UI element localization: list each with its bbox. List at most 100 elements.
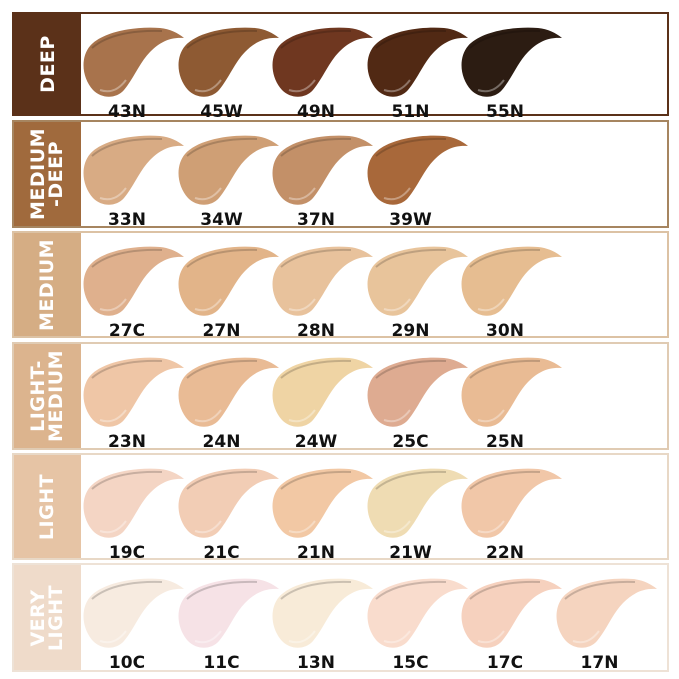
shade-swatch[interactable]: 11C bbox=[173, 575, 281, 673]
group-label-text: LIGHT- MEDIUM bbox=[27, 349, 68, 443]
shade-code: 15C bbox=[392, 653, 429, 673]
shade-code: 25C bbox=[392, 432, 429, 452]
shade-code: 21N bbox=[297, 543, 335, 563]
shade-swatch[interactable]: 24N bbox=[173, 354, 281, 452]
swatch-smear bbox=[83, 357, 184, 427]
shade-swatch[interactable]: 43N bbox=[78, 24, 186, 122]
swatch-smear bbox=[461, 468, 562, 538]
shade-swatch[interactable]: 17C bbox=[456, 575, 564, 673]
group-label: LIGHT- MEDIUM bbox=[14, 344, 81, 448]
swatch-smear bbox=[461, 357, 562, 427]
shade-code: 24W bbox=[294, 432, 338, 452]
shade-swatch[interactable]: 23N bbox=[78, 354, 186, 452]
shade-code: 30N bbox=[486, 321, 524, 341]
shade-swatch[interactable]: 29N bbox=[362, 243, 470, 341]
shade-swatch[interactable]: 19C bbox=[78, 465, 186, 563]
group-label-text: LIGHT bbox=[36, 473, 59, 540]
shade-swatch[interactable]: 17N bbox=[551, 575, 659, 673]
shade-swatch[interactable]: 45W bbox=[173, 24, 281, 122]
shade-code: 17N bbox=[580, 653, 619, 673]
swatch-smear bbox=[461, 578, 562, 648]
swatch-smear bbox=[83, 468, 184, 538]
shade-swatch[interactable]: 37N bbox=[267, 132, 375, 230]
shade-code: 13N bbox=[297, 653, 335, 673]
shade-swatch[interactable]: 21C bbox=[173, 465, 281, 563]
group-label: VERY LIGHT bbox=[14, 565, 81, 670]
shade-code: 21W bbox=[389, 543, 432, 563]
shade-swatch[interactable]: 24W bbox=[267, 354, 375, 452]
group-label: MEDIUM bbox=[14, 233, 81, 336]
shade-code: 25N bbox=[486, 432, 524, 452]
swatch-smear bbox=[178, 27, 279, 97]
shade-swatch[interactable]: 21N bbox=[267, 465, 375, 563]
shade-swatch[interactable]: 28N bbox=[267, 243, 375, 341]
swatch-smear bbox=[83, 578, 184, 648]
shade-code: 55N bbox=[486, 102, 524, 122]
swatch-smear bbox=[367, 468, 468, 538]
shade-code: 39W bbox=[389, 210, 432, 230]
shade-swatch[interactable]: 25C bbox=[362, 354, 470, 452]
shade-code: 49N bbox=[297, 102, 335, 122]
shade-code: 33N bbox=[108, 210, 146, 230]
shade-group-row: DEEP 43N 45W 49N 51N 55N bbox=[12, 12, 669, 122]
shade-swatch[interactable]: 30N bbox=[456, 243, 564, 341]
swatch-smear bbox=[461, 27, 562, 97]
shade-code: 27N bbox=[202, 321, 241, 341]
shade-group-row: VERY LIGHT 10C 11C 13N 15C 17C 17N bbox=[12, 563, 669, 673]
shade-code: 10C bbox=[108, 653, 146, 673]
swatch-smear bbox=[83, 246, 184, 316]
shade-swatch[interactable]: 15C bbox=[362, 575, 470, 673]
swatch-smear bbox=[83, 135, 184, 205]
swatch-smear bbox=[556, 578, 657, 648]
swatch-smear bbox=[272, 246, 373, 316]
swatch-smear bbox=[178, 468, 279, 538]
shade-swatch[interactable]: 55N bbox=[456, 24, 564, 122]
shade-swatch[interactable]: 10C bbox=[78, 575, 186, 673]
shade-code: 21C bbox=[203, 543, 240, 563]
shade-code: 27C bbox=[108, 321, 146, 341]
swatch-smear bbox=[178, 246, 279, 316]
shade-swatch[interactable]: 25N bbox=[456, 354, 564, 452]
shade-swatch[interactable]: 21W bbox=[362, 465, 470, 563]
shade-code: 37N bbox=[297, 210, 335, 230]
shade-code: 29N bbox=[391, 321, 430, 341]
swatch-smear bbox=[272, 578, 373, 648]
swatch-smear bbox=[367, 578, 468, 648]
swatch-smear bbox=[178, 135, 279, 205]
shade-swatch[interactable]: 51N bbox=[362, 24, 470, 122]
shade-code: 19C bbox=[108, 543, 146, 563]
shade-code: 23N bbox=[108, 432, 146, 452]
group-label: DEEP bbox=[14, 14, 81, 114]
swatch-smear bbox=[178, 578, 279, 648]
shade-swatch[interactable]: 13N bbox=[267, 575, 375, 673]
shade-group-row: MEDIUM 27C 27N 28N 29N 30N bbox=[12, 231, 669, 341]
shade-code: 22N bbox=[486, 543, 524, 563]
shade-code: 17C bbox=[486, 653, 524, 673]
group-label: LIGHT bbox=[14, 455, 81, 558]
shade-code: 34W bbox=[200, 210, 243, 230]
shade-swatch[interactable]: 49N bbox=[267, 24, 375, 122]
shade-code: 11C bbox=[203, 653, 240, 673]
shade-swatch[interactable]: 33N bbox=[78, 132, 186, 230]
swatch-smear bbox=[367, 246, 468, 316]
shade-swatch[interactable]: 27N bbox=[173, 243, 281, 341]
shade-code: 51N bbox=[391, 102, 430, 122]
shade-group-row: LIGHT- MEDIUM 23N 24N 24W 25C 25N bbox=[12, 342, 669, 452]
shade-code: 24N bbox=[202, 432, 241, 452]
group-label-text: VERY LIGHT bbox=[27, 584, 68, 651]
shade-group-row: LIGHT 19C 21C 21N 21W 22N bbox=[12, 453, 669, 563]
shade-swatch[interactable]: 22N bbox=[456, 465, 564, 563]
shade-swatch[interactable]: 27C bbox=[78, 243, 186, 341]
shade-swatch[interactable]: 34W bbox=[173, 132, 281, 230]
shade-swatch[interactable]: 39W bbox=[362, 132, 470, 230]
swatch-smear bbox=[367, 135, 468, 205]
shade-code: 45W bbox=[200, 102, 243, 122]
swatch-smear bbox=[272, 357, 373, 427]
swatch-smear bbox=[272, 27, 373, 97]
group-label: MEDIUM -DEEP bbox=[14, 122, 81, 226]
group-label-text: DEEP bbox=[36, 35, 59, 93]
shade-code: 28N bbox=[297, 321, 335, 341]
swatch-smear bbox=[461, 246, 562, 316]
swatch-smear bbox=[272, 135, 373, 205]
shade-code: 43N bbox=[108, 102, 146, 122]
